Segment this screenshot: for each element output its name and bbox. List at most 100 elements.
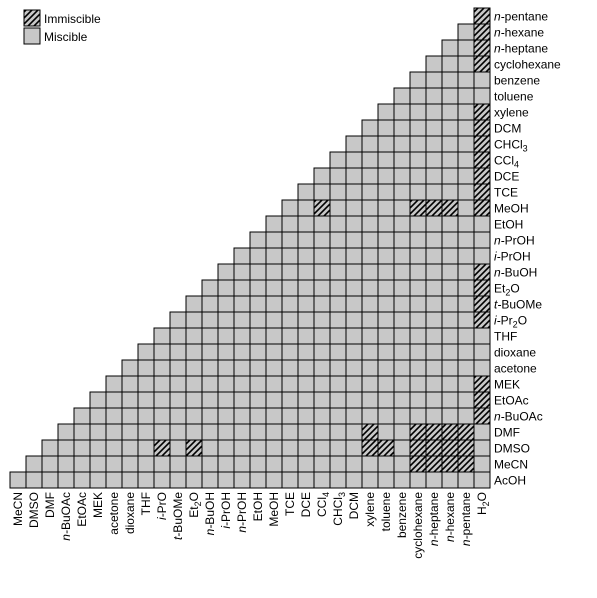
cell bbox=[458, 72, 474, 88]
cell bbox=[250, 296, 266, 312]
cell bbox=[314, 296, 330, 312]
cell bbox=[362, 136, 378, 152]
cell bbox=[378, 120, 394, 136]
cell bbox=[346, 312, 362, 328]
cell bbox=[314, 392, 330, 408]
cell bbox=[298, 280, 314, 296]
cell bbox=[410, 232, 426, 248]
cell bbox=[442, 296, 458, 312]
col-label: MeOH bbox=[267, 492, 281, 527]
cell bbox=[394, 456, 410, 472]
col-label: n-heptane bbox=[427, 492, 441, 546]
cell bbox=[26, 472, 42, 488]
cell bbox=[394, 88, 410, 104]
cell bbox=[266, 376, 282, 392]
cell bbox=[410, 280, 426, 296]
row-label: acetone bbox=[494, 361, 537, 375]
cell bbox=[58, 424, 74, 440]
row-label: DMF bbox=[494, 425, 520, 439]
cell bbox=[282, 280, 298, 296]
cell bbox=[218, 456, 234, 472]
cell bbox=[426, 344, 442, 360]
cell bbox=[410, 408, 426, 424]
cell bbox=[362, 280, 378, 296]
row-label: n-pentane bbox=[494, 9, 548, 23]
cell bbox=[458, 456, 474, 472]
cell bbox=[458, 152, 474, 168]
cell bbox=[234, 248, 250, 264]
col-label: n-BuOH bbox=[203, 492, 217, 535]
cell bbox=[282, 248, 298, 264]
cell bbox=[410, 456, 426, 472]
col-label: MEK bbox=[91, 492, 105, 518]
cell bbox=[250, 376, 266, 392]
cell bbox=[410, 472, 426, 488]
cell bbox=[474, 312, 490, 328]
cell bbox=[346, 456, 362, 472]
cell bbox=[202, 376, 218, 392]
cell bbox=[378, 408, 394, 424]
cell bbox=[282, 408, 298, 424]
cell bbox=[474, 376, 490, 392]
cell bbox=[442, 456, 458, 472]
cell bbox=[234, 360, 250, 376]
col-label: i-PrOH bbox=[219, 492, 233, 529]
cell bbox=[394, 280, 410, 296]
cell bbox=[122, 376, 138, 392]
cell bbox=[346, 152, 362, 168]
cell bbox=[426, 376, 442, 392]
row-label: cyclohexane bbox=[494, 57, 561, 71]
cell bbox=[442, 360, 458, 376]
row-label: CCl4 bbox=[494, 153, 519, 169]
cell bbox=[266, 328, 282, 344]
cell bbox=[426, 232, 442, 248]
row-label: t-BuOMe bbox=[494, 297, 542, 311]
row-label: DCE bbox=[494, 169, 519, 183]
cell bbox=[170, 424, 186, 440]
cell bbox=[314, 440, 330, 456]
cell bbox=[330, 248, 346, 264]
cell bbox=[394, 424, 410, 440]
cell bbox=[186, 328, 202, 344]
cell bbox=[266, 344, 282, 360]
cell bbox=[330, 328, 346, 344]
cell bbox=[378, 152, 394, 168]
cell bbox=[106, 392, 122, 408]
row-label: DCM bbox=[494, 121, 521, 135]
cell bbox=[122, 472, 138, 488]
col-label: xylene bbox=[363, 492, 377, 527]
cell bbox=[330, 440, 346, 456]
cell bbox=[394, 312, 410, 328]
cell bbox=[474, 72, 490, 88]
cell bbox=[394, 360, 410, 376]
cell bbox=[458, 216, 474, 232]
cell bbox=[298, 264, 314, 280]
cell bbox=[218, 376, 234, 392]
cell bbox=[154, 440, 170, 456]
col-label: DCM bbox=[347, 492, 361, 519]
cell bbox=[410, 328, 426, 344]
cell bbox=[346, 376, 362, 392]
cell bbox=[10, 472, 26, 488]
cell bbox=[138, 408, 154, 424]
cell bbox=[426, 440, 442, 456]
cell bbox=[138, 456, 154, 472]
cell bbox=[186, 440, 202, 456]
cell bbox=[362, 152, 378, 168]
cell bbox=[170, 344, 186, 360]
cell bbox=[426, 200, 442, 216]
cell bbox=[410, 136, 426, 152]
cell bbox=[122, 424, 138, 440]
cell bbox=[218, 472, 234, 488]
cell bbox=[218, 328, 234, 344]
cell bbox=[218, 264, 234, 280]
cell bbox=[426, 424, 442, 440]
cell bbox=[202, 440, 218, 456]
cell bbox=[426, 136, 442, 152]
cell bbox=[298, 376, 314, 392]
cell bbox=[474, 296, 490, 312]
cell bbox=[250, 264, 266, 280]
cell bbox=[394, 136, 410, 152]
cell bbox=[474, 472, 490, 488]
cell bbox=[442, 120, 458, 136]
